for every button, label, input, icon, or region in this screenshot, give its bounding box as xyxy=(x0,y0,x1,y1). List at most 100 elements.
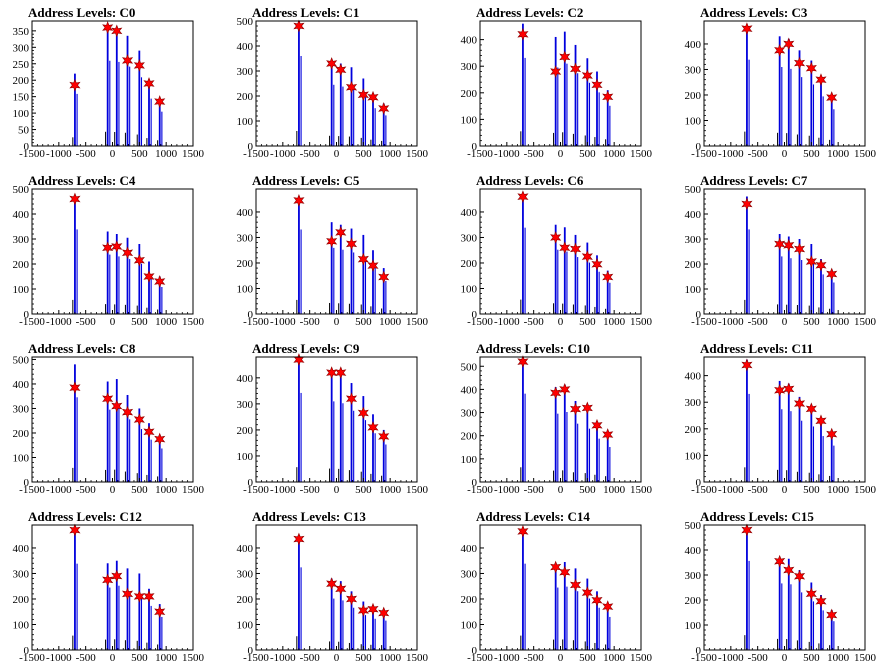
peak-marker-2 xyxy=(111,569,123,583)
y-tick-label: 0 xyxy=(472,309,478,321)
histogram-peak-5 xyxy=(594,421,600,482)
peak-marker-4 xyxy=(581,250,593,264)
x-tick-label: 0 xyxy=(782,148,788,160)
x-tick-label: 0 xyxy=(110,148,116,160)
y-tick-label: 100 xyxy=(13,619,30,631)
plot-frame xyxy=(479,524,642,651)
x-tick-label: -1500 xyxy=(19,484,45,496)
x-tick-label: -500 xyxy=(748,148,769,160)
x-tick-label: -1000 xyxy=(46,316,72,328)
y-tick-label: 300 xyxy=(237,399,254,411)
x-tick-label: 500 xyxy=(131,484,148,496)
histogram-peak-1 xyxy=(105,381,111,482)
histogram-peak-2 xyxy=(114,379,120,482)
histogram-peak-3 xyxy=(348,383,355,482)
x-tick-label: -1000 xyxy=(46,148,72,160)
y-tick-label: 200 xyxy=(13,594,30,606)
y-tick-label: 300 xyxy=(237,66,254,78)
histogram-peak-5 xyxy=(818,418,824,482)
plot-frame xyxy=(255,188,418,315)
x-tick-label: -1000 xyxy=(46,484,72,496)
x-tick-label: 500 xyxy=(355,148,372,160)
y-tick-label: 400 xyxy=(461,35,478,47)
y-tick-label: 0 xyxy=(696,477,702,489)
x-tick-label: 500 xyxy=(355,652,372,664)
y-tick-label: 350 xyxy=(13,26,30,38)
y-tick-label: 200 xyxy=(461,431,478,443)
y-tick-label: 100 xyxy=(685,115,702,127)
peak-marker-2 xyxy=(111,24,123,38)
y-tick-label: 300 xyxy=(461,568,478,580)
y-tick-label: 0 xyxy=(248,141,254,153)
histogram-peak-4 xyxy=(360,78,367,146)
peak-marker-1 xyxy=(774,383,786,397)
x-tick-label: -1000 xyxy=(46,652,72,664)
chart-title: Address Levels: C15 xyxy=(700,509,814,524)
histogram-peak-4 xyxy=(360,234,367,314)
chart-panel-6: Address Levels: C6 0 100 200 300 400 -1500 -100… xyxy=(461,173,653,328)
peak-marker-2 xyxy=(335,366,347,380)
x-tick-label: -1000 xyxy=(494,316,520,328)
peak-marker-3 xyxy=(121,587,134,601)
peak-marker-4 xyxy=(357,406,369,420)
peak-marker-5 xyxy=(591,78,603,92)
histogram-peak-4 xyxy=(360,601,367,650)
x-tick-label: 0 xyxy=(110,316,116,328)
histogram-peak-5 xyxy=(818,77,824,146)
peak-marker-2 xyxy=(783,37,795,51)
y-tick-label: 200 xyxy=(237,425,254,437)
peak-marker-4 xyxy=(805,587,817,601)
peak-marker-4 xyxy=(133,58,145,72)
y-tick-label: 400 xyxy=(237,543,254,555)
peak-marker-0 xyxy=(69,78,81,92)
y-tick-label: 100 xyxy=(13,284,30,296)
y-tick-label: 150 xyxy=(13,92,30,104)
peak-marker-6 xyxy=(378,270,390,284)
peak-marker-0 xyxy=(517,524,529,538)
histogram-peak-2 xyxy=(562,31,568,146)
x-tick-label: 500 xyxy=(131,316,148,328)
histogram-peak-5 xyxy=(594,255,600,314)
y-tick-label: 300 xyxy=(13,403,30,415)
x-tick-label: 1000 xyxy=(603,316,626,328)
histogram-peak-0 xyxy=(72,73,78,146)
peak-marker-4 xyxy=(133,413,145,426)
peak-marker-1 xyxy=(326,366,338,380)
peak-marker-6 xyxy=(154,95,166,109)
y-tick-label: 300 xyxy=(13,42,30,54)
peak-marker-1 xyxy=(550,231,562,244)
x-tick-label: -1500 xyxy=(243,484,269,496)
y-tick-label: 0 xyxy=(24,141,30,153)
x-tick-label: -1500 xyxy=(467,652,493,664)
y-tick-label: 500 xyxy=(13,184,30,196)
y-tick-label: 0 xyxy=(24,477,30,489)
x-tick-label: 500 xyxy=(803,484,820,496)
peak-marker-1 xyxy=(550,65,562,78)
histogram-peak-4 xyxy=(136,50,143,146)
histogram-peak-6 xyxy=(829,610,835,650)
y-tick-label: 0 xyxy=(24,645,30,657)
y-tick-label: 50 xyxy=(18,125,30,137)
peak-marker-1 xyxy=(550,560,562,574)
peak-marker-3 xyxy=(569,62,582,76)
peak-marker-5 xyxy=(815,258,827,272)
plot-frame xyxy=(255,20,418,147)
peak-marker-1 xyxy=(102,21,114,35)
x-tick-label: -500 xyxy=(748,316,769,328)
histogram-peak-2 xyxy=(338,224,344,314)
plot-frame xyxy=(31,20,194,147)
x-tick-label: 500 xyxy=(803,316,820,328)
chart-panel-15: Address Levels: C15 0 100 200 300 400 500 -1500… xyxy=(685,509,877,664)
x-tick-label: -1500 xyxy=(243,652,269,664)
x-tick-label: 0 xyxy=(558,484,564,496)
x-tick-label: -1500 xyxy=(691,484,717,496)
y-tick-label: 300 xyxy=(685,234,702,246)
peak-marker-3 xyxy=(121,405,134,419)
plot-frame xyxy=(255,356,418,483)
x-tick-label: 0 xyxy=(558,652,564,664)
histogram-peak-2 xyxy=(562,561,568,650)
chart-title: Address Levels: C8 xyxy=(28,341,136,356)
histogram-peak-3 xyxy=(796,239,803,314)
peak-marker-3 xyxy=(569,578,582,592)
histogram-peak-3 xyxy=(348,67,355,146)
